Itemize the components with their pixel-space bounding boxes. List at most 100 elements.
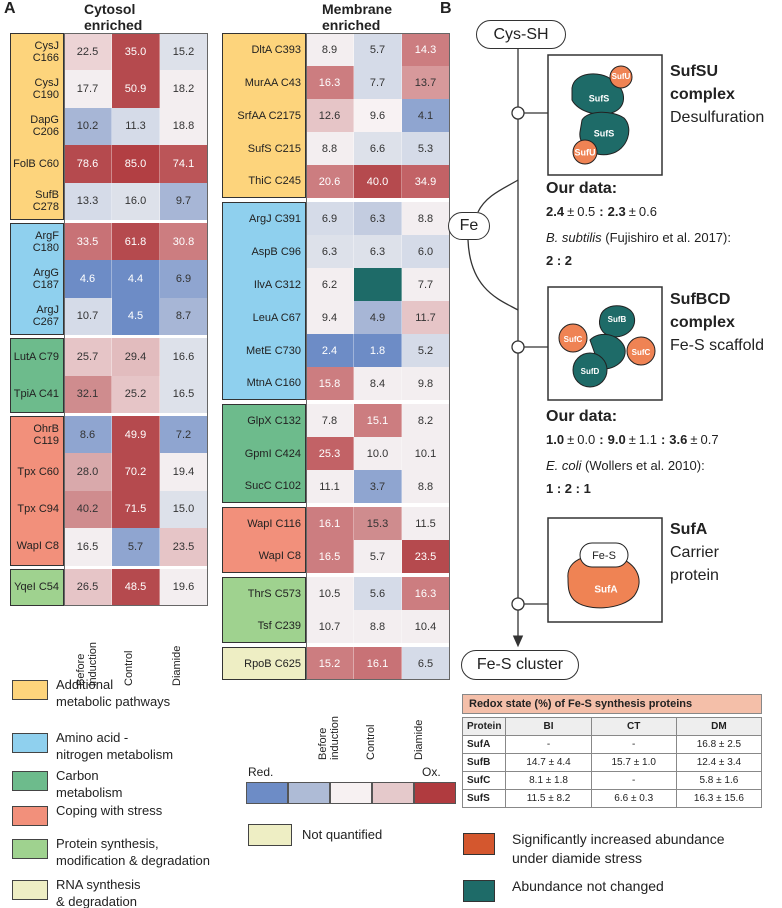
site-label: SucC C102	[222, 470, 306, 503]
scale-swatch	[414, 782, 456, 804]
scale-high: Ox.	[422, 765, 441, 779]
heatmap-cell: 5.7	[354, 540, 402, 573]
heatmap-cell: 25.7	[64, 338, 112, 376]
ratio-sep: :	[599, 204, 604, 219]
reference: (Wollers et al. 2010):	[581, 458, 705, 473]
ratio-sd: 0.6	[638, 204, 657, 219]
heatmap-cell: 5.6	[354, 577, 402, 610]
heatmap-cell: 6.9	[160, 260, 208, 298]
heatmap-cell: 30.8	[160, 223, 208, 261]
legend-swatch	[12, 771, 48, 791]
heatmap-cell: 6.3	[354, 202, 402, 235]
scale-low: Red.	[248, 765, 274, 779]
ratio-mean: 9.0	[607, 432, 626, 447]
heatmap-cell: 26.5	[64, 568, 112, 606]
heatmap-cell: 8.6	[64, 416, 112, 454]
legend-swatch	[463, 833, 495, 855]
end-node: Fe-S cluster	[461, 650, 579, 680]
legend-label: Abundance not changed	[512, 878, 664, 894]
ratio-mean: 3.6	[669, 432, 688, 447]
organism: B. subtilis	[546, 230, 602, 245]
heatmap-cell: 49.9	[112, 416, 160, 454]
site-label: SrfAA C2175	[222, 99, 306, 132]
heatmap-cell: 8.8	[402, 202, 450, 235]
heatmap-cell: 9.6	[354, 99, 402, 132]
table-cell: -	[505, 735, 592, 754]
heatmap-cell: 16.1	[306, 507, 354, 540]
data-heading: Our data:	[546, 408, 618, 425]
site-label: YqeI C54	[10, 568, 64, 606]
heatmap-cell: 61.8	[112, 223, 160, 261]
site-label: SufS C215	[222, 132, 306, 165]
site-label: LeuA C67	[222, 301, 306, 334]
heatmap-cell: 50.9	[112, 70, 160, 108]
site-label: Tpx C94	[10, 490, 64, 529]
heatmap-cell: 28.0	[64, 453, 112, 491]
table-cell: 14.7 ± 4.4	[505, 753, 592, 772]
ratio-pm: ±	[628, 204, 636, 219]
heatmap-cell: 6.5	[402, 647, 450, 680]
heatmap-cell: 6.0	[402, 235, 450, 268]
heatmap-cell: 48.5	[112, 568, 160, 606]
table-row: SufC 8.1 ± 1.8-5.8 ± 1.6	[461, 771, 763, 790]
heatmap-cell: 11.1	[306, 470, 354, 503]
heatmap-cell: 8.4	[354, 367, 402, 400]
heatmap-cell: 15.0	[160, 490, 208, 529]
legend-label: Coping with stress	[56, 803, 163, 818]
heatmap-cell: 16.5	[64, 528, 112, 566]
legend-swatch	[12, 733, 48, 753]
heatmap-cell: 85.0	[112, 145, 160, 183]
header-cell: BI	[505, 717, 592, 736]
site-label: GlpX C132	[222, 404, 306, 437]
site-label: MetE C730	[222, 334, 306, 367]
scale-swatch	[330, 782, 372, 804]
heatmap-cell: 6.6	[354, 132, 402, 165]
start-node: Cys-SH	[476, 20, 566, 49]
heatmap-cell: 78.6	[64, 145, 112, 183]
site-label: CysJ C190	[10, 70, 64, 108]
legend-swatch	[12, 880, 48, 900]
heatmap-cell: 13.7	[402, 66, 450, 99]
heatmap-cell: 35.0	[112, 33, 160, 71]
table-cell: 5.8 ± 1.6	[675, 771, 763, 790]
table-header: Protein BI CT DM	[461, 717, 763, 736]
site-label: ThrS C573	[222, 577, 306, 610]
site-label: GpmI C424	[222, 437, 306, 470]
subunit-label: SufC	[632, 348, 651, 357]
legend-swatch	[463, 880, 495, 902]
ratio-pm: ±	[567, 432, 575, 447]
site-label: FolB C60	[10, 145, 64, 183]
table-cell: 12.4 ± 3.4	[675, 753, 763, 772]
heatmap-cell: 11.3	[112, 107, 160, 146]
ratio-pm: ±	[567, 204, 575, 219]
panel-label: B	[440, 0, 452, 17]
iron-node: Fe	[448, 212, 490, 240]
heatmap-cell: 1.8	[354, 334, 402, 367]
heatmap-border	[306, 33, 450, 680]
heatmap-cell: 8.9	[306, 33, 354, 66]
heatmap-cell: 18.8	[160, 107, 208, 146]
ratio-mean: 2.4	[546, 204, 565, 219]
legend-label: RNA synthesis & degradation	[56, 877, 141, 908]
legend-swatch	[248, 824, 292, 846]
heatmap-cell: 12.6	[306, 99, 354, 132]
heatmap-cell: 4.1	[402, 99, 450, 132]
heatmap-cell: 11.5	[402, 507, 450, 540]
legend-label: Protein synthesis, modification & degrad…	[56, 836, 210, 868]
heatmap-cell: 7.7	[354, 66, 402, 99]
literature: E. coli (Wollers et al. 2010):	[546, 458, 705, 473]
legend-label: Significantly increased abundance under …	[512, 831, 725, 866]
heatmap-cell: 16.1	[354, 647, 402, 680]
ratio-sd: 0.7	[700, 432, 719, 447]
table-cell: SufC	[461, 771, 507, 790]
ratio-pm: ±	[628, 432, 636, 447]
heatmap-cell	[354, 268, 402, 301]
heatmap-cell: 8.8	[354, 610, 402, 643]
site-label: IlvA C312	[222, 268, 306, 301]
legend-swatch	[12, 806, 48, 826]
ratio-mean: 1.0	[546, 432, 565, 447]
heatmap-cell: 8.8	[306, 132, 354, 165]
site-label: WapI C116	[222, 507, 306, 540]
header-cell: CT	[590, 717, 677, 736]
site-label: WapI C8	[222, 540, 306, 573]
